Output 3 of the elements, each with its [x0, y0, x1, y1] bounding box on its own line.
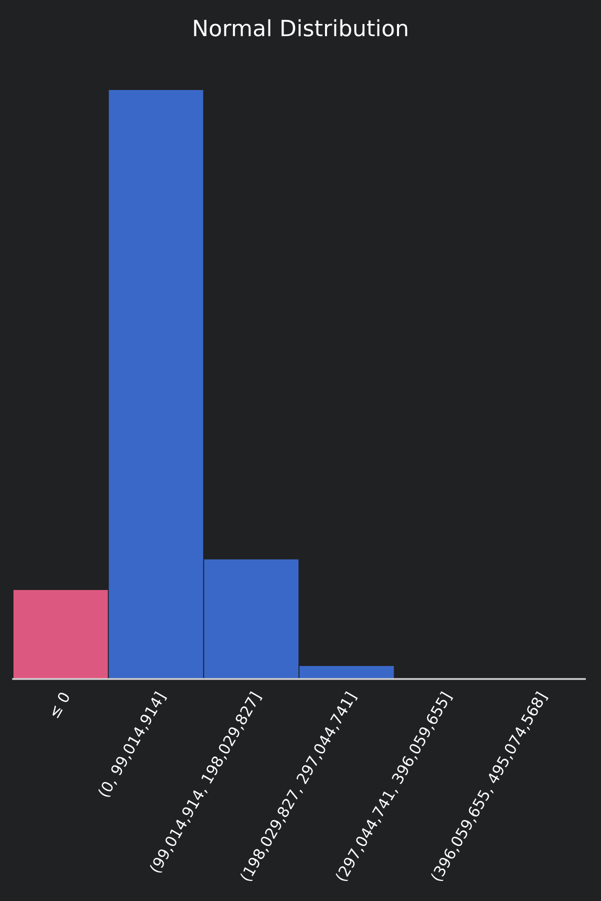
chart-title: Normal Distribution	[194, 19, 408, 36]
x-tick-label: ≤ 0	[48, 691, 70, 718]
bar	[13, 590, 108, 679]
